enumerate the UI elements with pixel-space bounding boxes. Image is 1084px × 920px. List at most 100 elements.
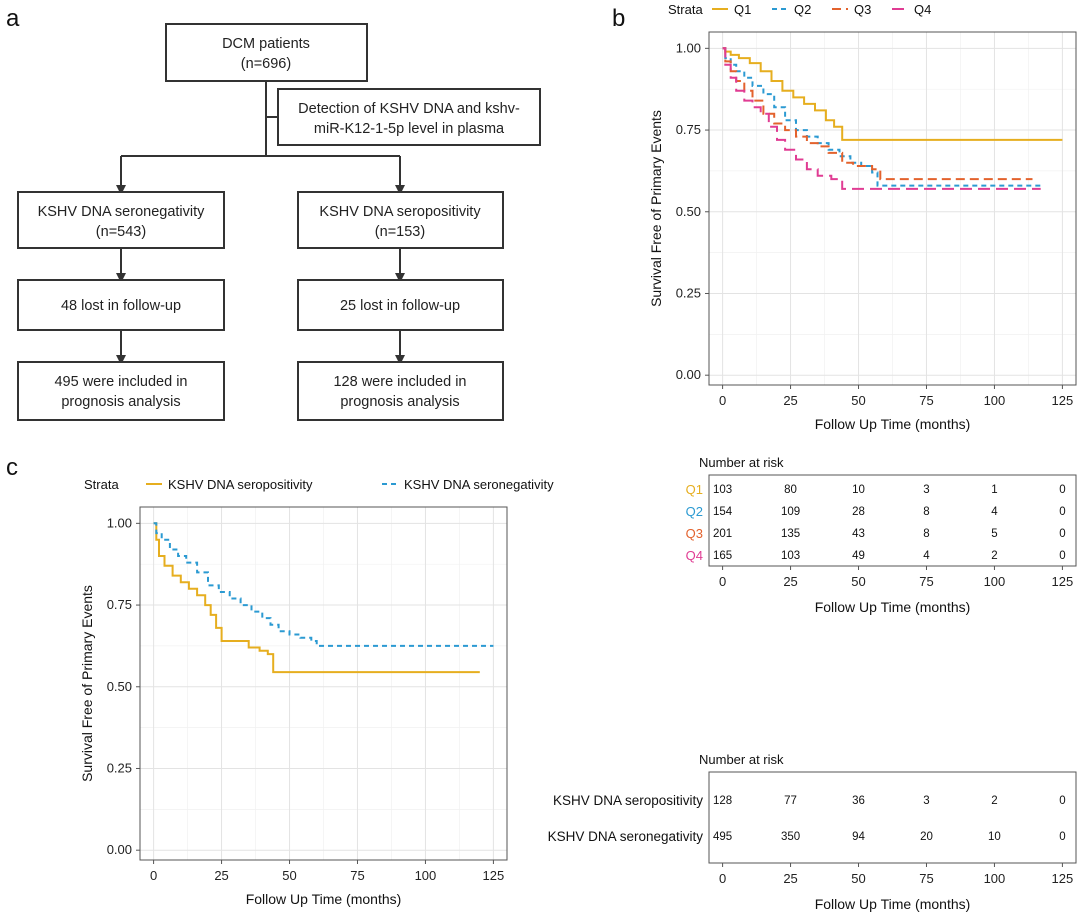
risk-count: 8: [923, 528, 929, 540]
x-tick-label: 75: [919, 871, 933, 886]
x-tick-label: 125: [1052, 393, 1074, 408]
y-tick-label: 0.25: [676, 285, 701, 300]
risk-row-label: Q2: [686, 504, 703, 519]
risk-count: 0: [1059, 484, 1065, 496]
risk-count: 77: [784, 795, 797, 807]
risk-count: 135: [781, 528, 800, 540]
risk-count: 4: [923, 550, 930, 562]
x-tick-label: 125: [483, 868, 505, 883]
box-neg-line1: KSHV DNA seronegativity: [38, 204, 206, 220]
risk-count: 80: [784, 484, 797, 496]
risk-count: 10: [988, 831, 1001, 843]
y-tick-label: 0.00: [676, 367, 701, 382]
x-tick-label: 0: [719, 393, 726, 408]
x-tick-label: 100: [984, 393, 1006, 408]
x-axis-title: Follow Up Time (months): [815, 599, 971, 615]
box-pos-incl-line2: prognosis analysis: [340, 394, 459, 410]
risk-count: 109: [781, 506, 800, 518]
x-tick-label: 0: [150, 868, 157, 883]
series-line-q4: [722, 47, 1041, 190]
risk-count: 49: [852, 550, 865, 562]
box-pos-line2: (n=153): [375, 224, 425, 240]
risk-row-label: KSHV DNA seropositivity: [553, 793, 703, 808]
y-axis-title: Survival Free of Primary Events: [648, 110, 664, 307]
x-tick-label: 50: [851, 574, 865, 589]
legend-title: Strata: [668, 2, 703, 17]
risk-row-label: Q4: [686, 548, 703, 563]
flowchart: DCM patients (n=696) Detection of KSHV D…: [17, 23, 541, 421]
risk-count: 0: [1059, 506, 1065, 518]
risk-table-frame: [708, 474, 1077, 567]
risk-count: 165: [713, 550, 732, 562]
series-line-kshv-dna-seronegativity: [153, 522, 494, 647]
x-axis-title: Follow Up Time (months): [815, 896, 971, 912]
box-detection-line1: Detection of KSHV DNA and kshv-: [298, 101, 520, 117]
risk-count: 0: [1059, 528, 1065, 540]
risk-count: 0: [1059, 795, 1065, 807]
panel-letter-a: a: [6, 5, 20, 32]
risk-count: 94: [852, 831, 865, 843]
risk-row-label: KSHV DNA seronegativity: [548, 829, 704, 844]
box-pos-line1: KSHV DNA seropositivity: [319, 204, 481, 220]
series-line-kshv-dna-seropositivity: [153, 522, 480, 674]
km-plot-quartiles: 0 25 50 75 100 125 0.00 0.25 0.50 0.75 1.00 Follow …: [648, 2, 1077, 432]
y-tick-label: 1.00: [676, 40, 701, 55]
plot-frame: [139, 506, 508, 861]
risk-row-label: Q3: [686, 526, 703, 541]
risk-count: 2: [991, 795, 997, 807]
box-neg-lost: 48 lost in follow-up: [17, 279, 225, 331]
risk-count: 43: [852, 528, 865, 540]
series-line-q2: [722, 47, 1044, 187]
box-neg-included: 495 were included in prognosis analysis: [17, 361, 225, 421]
x-tick-label: 100: [415, 868, 437, 883]
box-seropositivity: KSHV DNA seropositivity (n=153): [297, 191, 504, 249]
legend-label: Q4: [914, 2, 931, 17]
risk-count: 154: [713, 506, 733, 518]
risk-table-quartiles: Number at risk Q1 103 80 10 3 1 0 Q2 154 109 28 8 4 0 Q…: [686, 455, 1077, 615]
x-tick-label: 0: [719, 871, 726, 886]
x-tick-label: 75: [919, 574, 933, 589]
y-tick-label: 0.75: [107, 597, 132, 612]
risk-row-label: Q1: [686, 482, 703, 497]
risk-count: 3: [923, 484, 929, 496]
legend-label: Q2: [794, 2, 811, 17]
panel-letter-c: c: [6, 454, 18, 481]
risk-count: 128: [713, 795, 732, 807]
x-tick-label: 100: [984, 871, 1006, 886]
risk-table-frame: [708, 771, 1077, 864]
box-detection-line2: miR-K12-1-5p level in plasma: [314, 121, 505, 137]
box-neg-lost-text: 48 lost in follow-up: [61, 298, 181, 314]
x-tick-label: 0: [719, 574, 726, 589]
risk-count: 350: [781, 831, 800, 843]
x-tick-label: 125: [1052, 574, 1074, 589]
risk-count: 3: [923, 795, 929, 807]
box-neg-incl-line1: 495 were included in: [54, 374, 187, 390]
plot-frame: [708, 31, 1077, 386]
y-tick-label: 0.25: [107, 760, 132, 775]
box-neg-incl-line2: prognosis analysis: [61, 394, 180, 410]
risk-count: 36: [852, 795, 865, 807]
risk-count: 103: [713, 484, 732, 496]
x-tick-label: 25: [214, 868, 228, 883]
x-tick-label: 75: [919, 393, 933, 408]
risk-count: 103: [781, 550, 800, 562]
x-tick-label: 100: [984, 574, 1006, 589]
panel-letter-b: b: [612, 5, 625, 32]
x-tick-label: 25: [783, 393, 797, 408]
risk-count: 28: [852, 506, 865, 518]
box-seronegativity: KSHV DNA seronegativity (n=543): [17, 191, 225, 249]
y-tick-label: 0.00: [107, 842, 132, 857]
box-neg-line2: (n=543): [96, 224, 146, 240]
x-tick-label: 50: [282, 868, 296, 883]
box-pos-included: 128 were included in prognosis analysis: [297, 361, 504, 421]
risk-table-title: Number at risk: [699, 455, 784, 470]
risk-count: 1: [991, 484, 997, 496]
risk-count: 0: [1059, 831, 1065, 843]
y-tick-label: 0.50: [107, 679, 132, 694]
box-detection: Detection of KSHV DNA and kshv- miR-K12-…: [277, 88, 541, 146]
x-axis-title: Follow Up Time (months): [246, 891, 402, 907]
risk-count: 20: [920, 831, 933, 843]
legend-label: KSHV DNA seronegativity: [404, 477, 554, 492]
risk-table-seropositivity: Number at risk KSHV DNA seropositivity 128…: [548, 752, 1077, 912]
